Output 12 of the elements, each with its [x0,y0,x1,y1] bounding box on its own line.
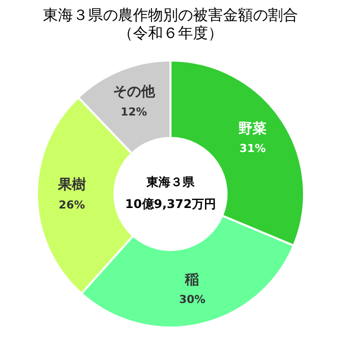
chart-subtitle: （令和６年度） [117,24,224,42]
data-label: 31% [239,142,266,156]
chart-title: 東海３県の農作物別の被害金額の割合 [42,6,299,24]
slice-label: その他 [112,84,156,100]
slice-label: 稲 [184,272,200,288]
text: 10億9,372万円 [125,197,216,212]
data-label: 30% [179,293,206,306]
data-label: 12% [120,105,148,118]
data-label: 26% [58,198,86,212]
slice-label: 野菜 [238,120,267,137]
slice-label: 果樹 [56,177,86,194]
text: 東海３県 [146,175,196,190]
